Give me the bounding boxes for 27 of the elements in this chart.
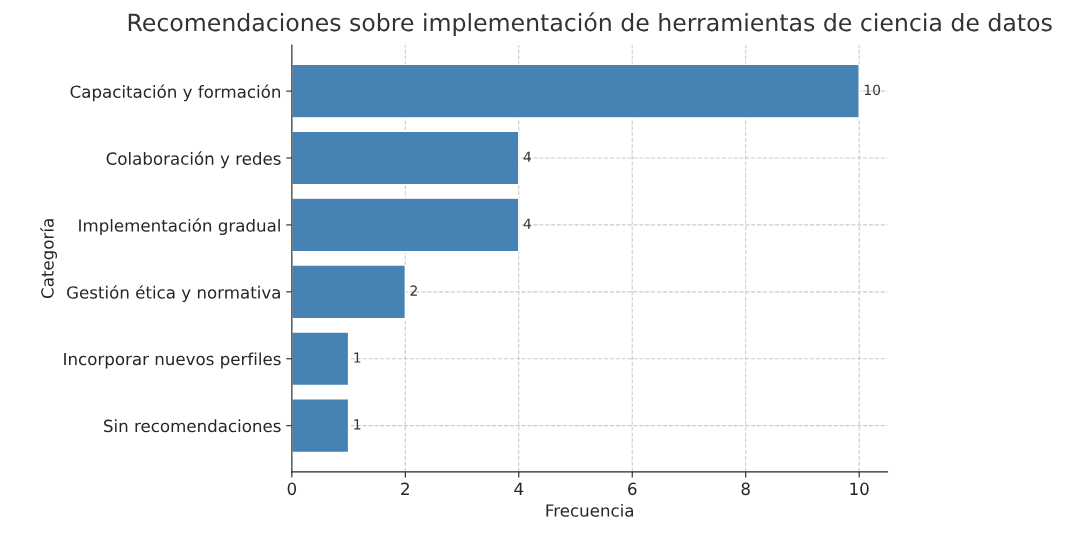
x-tick-label: 8 (741, 482, 750, 496)
bar (291, 264, 407, 320)
y-tick-label: Implementación gradual (79, 218, 280, 236)
data-label: 10 (864, 84, 881, 96)
bar (291, 331, 350, 387)
y-axis-title: Categoría (40, 219, 58, 298)
bar (291, 398, 350, 454)
bar (291, 197, 520, 253)
y-tick-label: Sin recomendaciones (104, 419, 281, 433)
y-tick-label: Incorporar nuevos perfiles (64, 352, 281, 369)
x-tick-label: 4 (514, 482, 524, 495)
x-tick-label: 2 (401, 482, 409, 495)
y-tick-label: Colaboración y redes (106, 151, 281, 169)
chart-title: Recomendaciones sobre implementación de herramientas de ciencia de datos (128, 12, 1052, 36)
x-tick-label: 10 (850, 482, 869, 496)
data-label: 4 (523, 151, 531, 162)
y-tick-label: Gestión ética y normativa (67, 285, 280, 302)
data-label: 1 (354, 352, 361, 363)
x-tick-label: 6 (628, 482, 637, 496)
data-label: 1 (354, 419, 361, 430)
bar (291, 63, 860, 119)
data-label: 2 (410, 285, 417, 296)
bar (291, 130, 520, 186)
y-tick-label: Capacitación y formación (70, 84, 281, 102)
data-label: 4 (523, 218, 531, 229)
x-tick-label: 0 (287, 482, 297, 496)
x-axis-title: Frecuencia (546, 503, 634, 517)
